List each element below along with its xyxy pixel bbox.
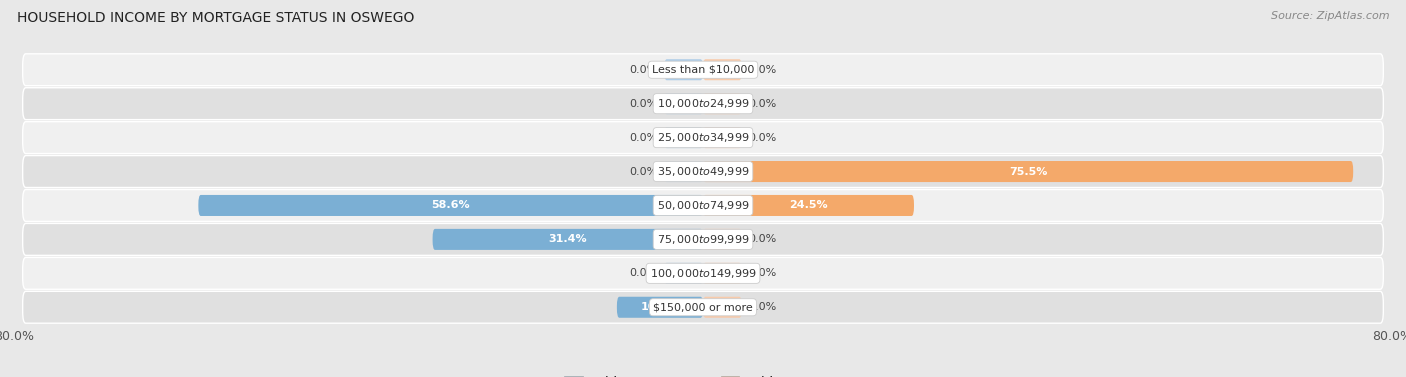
- Text: 0.0%: 0.0%: [628, 65, 658, 75]
- FancyBboxPatch shape: [703, 229, 742, 250]
- FancyBboxPatch shape: [198, 195, 703, 216]
- Text: 0.0%: 0.0%: [628, 133, 658, 143]
- FancyBboxPatch shape: [703, 127, 742, 148]
- Text: 0.0%: 0.0%: [628, 167, 658, 176]
- FancyBboxPatch shape: [22, 224, 1384, 255]
- FancyBboxPatch shape: [703, 195, 914, 216]
- Text: $75,000 to $99,999: $75,000 to $99,999: [657, 233, 749, 246]
- Text: 0.0%: 0.0%: [748, 234, 778, 244]
- FancyBboxPatch shape: [703, 161, 1353, 182]
- FancyBboxPatch shape: [664, 161, 703, 182]
- FancyBboxPatch shape: [22, 257, 1384, 289]
- FancyBboxPatch shape: [22, 122, 1384, 153]
- Text: 0.0%: 0.0%: [748, 302, 778, 312]
- Text: 24.5%: 24.5%: [789, 201, 828, 210]
- FancyBboxPatch shape: [703, 93, 742, 114]
- Text: 0.0%: 0.0%: [748, 65, 778, 75]
- Text: 0.0%: 0.0%: [748, 268, 778, 278]
- Text: 0.0%: 0.0%: [748, 99, 778, 109]
- FancyBboxPatch shape: [703, 263, 742, 284]
- FancyBboxPatch shape: [617, 297, 703, 318]
- FancyBboxPatch shape: [22, 291, 1384, 323]
- Legend: Without Mortgage, With Mortgage: Without Mortgage, With Mortgage: [560, 371, 846, 377]
- FancyBboxPatch shape: [703, 59, 742, 80]
- Text: HOUSEHOLD INCOME BY MORTGAGE STATUS IN OSWEGO: HOUSEHOLD INCOME BY MORTGAGE STATUS IN O…: [17, 11, 415, 25]
- FancyBboxPatch shape: [22, 88, 1384, 120]
- Text: 58.6%: 58.6%: [432, 201, 470, 210]
- FancyBboxPatch shape: [664, 93, 703, 114]
- Text: 10.0%: 10.0%: [641, 302, 679, 312]
- Text: 0.0%: 0.0%: [628, 99, 658, 109]
- Text: $25,000 to $34,999: $25,000 to $34,999: [657, 131, 749, 144]
- Text: 31.4%: 31.4%: [548, 234, 588, 244]
- Text: $10,000 to $24,999: $10,000 to $24,999: [657, 97, 749, 110]
- Text: 75.5%: 75.5%: [1010, 167, 1047, 176]
- FancyBboxPatch shape: [433, 229, 703, 250]
- FancyBboxPatch shape: [22, 190, 1384, 221]
- FancyBboxPatch shape: [703, 297, 742, 318]
- Text: $50,000 to $74,999: $50,000 to $74,999: [657, 199, 749, 212]
- FancyBboxPatch shape: [664, 59, 703, 80]
- Text: Less than $10,000: Less than $10,000: [652, 65, 754, 75]
- FancyBboxPatch shape: [22, 54, 1384, 86]
- Text: $150,000 or more: $150,000 or more: [654, 302, 752, 312]
- FancyBboxPatch shape: [664, 263, 703, 284]
- Text: $100,000 to $149,999: $100,000 to $149,999: [650, 267, 756, 280]
- Text: 0.0%: 0.0%: [748, 133, 778, 143]
- Text: 0.0%: 0.0%: [628, 268, 658, 278]
- Text: Source: ZipAtlas.com: Source: ZipAtlas.com: [1271, 11, 1389, 21]
- Text: $35,000 to $49,999: $35,000 to $49,999: [657, 165, 749, 178]
- FancyBboxPatch shape: [22, 156, 1384, 187]
- FancyBboxPatch shape: [664, 127, 703, 148]
